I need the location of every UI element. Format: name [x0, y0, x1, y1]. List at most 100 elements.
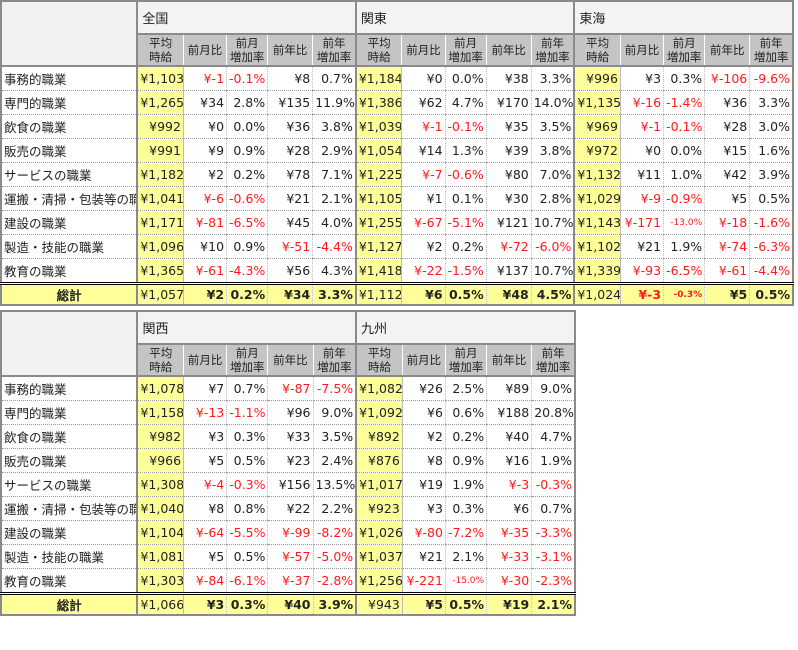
average-wage-cell: ¥923 [355, 496, 403, 521]
column-header-line: 前月 [454, 346, 478, 360]
mom-rate-cell: -6.5% [663, 258, 705, 284]
column-header-line: 時給 [149, 360, 173, 374]
yoy-change-cell: ¥8 [267, 66, 313, 91]
average-wage-cell: ¥1,184 [354, 66, 403, 91]
total-average-wage-cell: ¥1,024 [573, 282, 621, 306]
total-yoy-rate-cell: 2.1% [531, 592, 577, 616]
average-wage-cell: ¥1,182 [136, 162, 184, 187]
average-wage-cell: ¥1,103 [136, 66, 184, 91]
column-header-average-wage: 平均 時給 [355, 343, 403, 377]
yoy-change-cell: ¥23 [267, 448, 313, 473]
yoy-rate-cell: 11.9% [312, 90, 357, 115]
yoy-change-cell: ¥-51 [267, 234, 313, 259]
yoy-rate-cell: 9.0% [312, 400, 358, 425]
mom-change-cell: ¥7 [183, 376, 227, 401]
occupation-label: 専門的職業 [0, 90, 139, 115]
yoy-change-cell: ¥35 [485, 114, 532, 139]
table-row: 専門的職業 ¥1,265 ¥34 2.8% ¥135 11.9% ¥1,386 ¥62 4.7%… [0, 90, 795, 115]
total-average-wage-cell: ¥1,066 [136, 592, 185, 616]
mom-rate-cell: -4.3% [226, 258, 268, 284]
mom-change-cell: ¥-64 [183, 520, 227, 545]
mom-change-cell: ¥6 [401, 400, 446, 425]
yoy-change-cell: ¥33 [267, 424, 313, 449]
column-header-line: 平均 [149, 36, 173, 50]
column-header-average-wage: 平均 時給 [136, 343, 184, 377]
mom-rate-cell: 2.8% [226, 90, 268, 115]
mom-change-cell: ¥0 [619, 138, 664, 163]
wage-table-1: 全国 関東 東海 平均 時給 前月比 前月 増加率 前年比 前年 増加率 平均 時給 前月比 前月 増加率 前年… [0, 0, 795, 306]
total-yoy-change-cell: ¥34 [267, 282, 313, 306]
mom-rate-cell: -1.1% [226, 400, 268, 425]
average-wage-cell: ¥1,040 [136, 496, 185, 521]
mom-rate-cell: 1.3% [444, 138, 487, 163]
yoy-change-cell: ¥135 [267, 90, 313, 115]
mom-rate-cell: -0.1% [663, 114, 705, 139]
table-row: 販売の職業 ¥966 ¥5 0.5% ¥23 2.4% ¥876 ¥8 0.9% ¥16 1.9% [0, 448, 577, 473]
yoy-change-cell: ¥-3 [486, 472, 532, 497]
mom-change-cell: ¥-80 [401, 520, 446, 545]
yoy-rate-cell: 0.7% [531, 496, 577, 521]
average-wage-cell: ¥992 [136, 114, 184, 139]
column-header-line: 増加率 [230, 360, 265, 374]
mom-rate-cell: -6.5% [226, 210, 268, 235]
yoy-rate-cell: -1.6% [749, 210, 795, 235]
column-header-line: 前年 [541, 346, 565, 360]
mom-rate-cell: 0.7% [226, 376, 268, 401]
yoy-rate-cell: 3.8% [312, 114, 357, 139]
total-yoy-change-cell: ¥19 [486, 592, 532, 616]
yoy-rate-cell: 2.9% [312, 138, 357, 163]
occupation-label: 販売の職業 [0, 448, 139, 473]
column-header-line: 前月 [235, 36, 259, 50]
occupation-label: 運搬・清掃・包装等の職業 [0, 186, 139, 211]
occupation-label: 教育の職業 [0, 258, 139, 284]
mom-rate-cell: 0.1% [444, 186, 487, 211]
average-wage-cell: ¥996 [573, 66, 621, 91]
yoy-change-cell: ¥121 [485, 210, 532, 235]
mom-change-cell: ¥3 [183, 424, 227, 449]
mom-change-cell: ¥-1 [401, 114, 446, 139]
yoy-rate-cell: 0.7% [312, 66, 357, 91]
column-header-yoy-change: 前年比 [704, 33, 750, 67]
yoy-change-cell: ¥28 [704, 114, 750, 139]
total-mom-change-cell: ¥6 [401, 282, 446, 306]
mom-change-cell: ¥9 [182, 138, 227, 163]
mom-rate-cell: 0.3% [444, 496, 487, 521]
table-row: 建設の職業 ¥1,171 ¥-81 -6.5% ¥45 4.0% ¥1,255 ¥-67 -5.… [0, 210, 795, 235]
yoy-change-cell: ¥-61 [704, 258, 750, 284]
average-wage-cell: ¥1,096 [136, 234, 184, 259]
table-row: 運搬・清掃・包装等の職業¥1,041¥-6-0.6%¥212.1%¥1,105¥… [0, 186, 795, 211]
average-wage-cell: ¥1,418 [354, 258, 403, 284]
mom-rate-cell: 0.0% [663, 138, 705, 163]
column-header-mom-rate: 前月 増加率 [444, 343, 487, 377]
mom-change-cell: ¥8 [401, 448, 446, 473]
yoy-change-cell: ¥-99 [267, 520, 313, 545]
column-header-yoy-rate: 前年 増加率 [312, 33, 357, 67]
total-mom-rate-cell: -0.3% [663, 282, 705, 306]
occupation-label: サービスの職業 [0, 162, 139, 187]
yoy-rate-cell: -8.2% [312, 520, 358, 545]
total-average-wage-cell: ¥943 [355, 592, 403, 616]
column-header-mom-change: 前月比 [401, 343, 446, 377]
occupation-label: 販売の職業 [0, 138, 139, 163]
yoy-change-cell: ¥137 [485, 258, 532, 284]
average-wage-cell: ¥991 [136, 138, 184, 163]
average-wage-cell: ¥1,039 [354, 114, 403, 139]
mom-change-cell: ¥14 [401, 138, 446, 163]
mom-rate-cell: -0.1% [444, 114, 487, 139]
total-mom-rate-cell: 0.2% [226, 282, 268, 306]
yoy-rate-cell: 3.3% [749, 90, 795, 115]
occupation-label: 建設の職業 [0, 520, 139, 545]
column-header-mom-rate: 前月 増加率 [444, 33, 487, 67]
column-header-row: 平均 時給 前月比 前月 増加率 前年比 前年 増加率 平均 時給 前月比 前月 増加率 前年比 前年 増加率… [1, 33, 795, 67]
total-mom-change-cell: ¥2 [182, 282, 227, 306]
mom-rate-cell: 1.0% [663, 162, 705, 187]
total-label: 総計 [0, 592, 139, 616]
column-header-line: 増加率 [229, 50, 265, 64]
mom-rate-cell: 4.7% [444, 90, 487, 115]
yoy-change-cell: ¥40 [486, 424, 532, 449]
average-wage-cell: ¥1,054 [354, 138, 403, 163]
mom-rate-cell: -5.1% [444, 210, 487, 235]
yoy-change-cell: ¥45 [267, 210, 313, 235]
yoy-rate-cell: 7.0% [530, 162, 576, 187]
average-wage-cell: ¥1,082 [355, 376, 403, 401]
